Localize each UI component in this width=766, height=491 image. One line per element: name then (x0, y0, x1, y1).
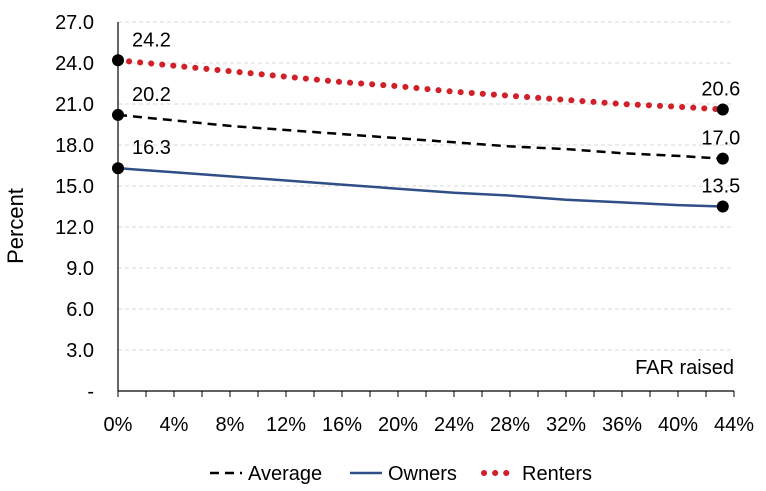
x-tick-label: 24% (434, 414, 474, 436)
series-line-owners (117, 166, 723, 208)
series-line-average (117, 113, 723, 160)
y-axis-title: Percent (3, 188, 28, 264)
x-tick-label: 36% (602, 414, 642, 436)
legend: Average Owners Renters (210, 463, 592, 485)
x-tick-label: 8% (216, 414, 245, 436)
y-tick-label: 6.0 (66, 299, 94, 321)
data-point-owners (716, 200, 729, 213)
x-tick-label: 4% (160, 414, 189, 436)
legend-label-owners: Owners (388, 463, 457, 485)
y-tick-label: 21.0 (55, 94, 94, 116)
data-point-renters (716, 103, 729, 116)
data-point-owners (112, 162, 124, 175)
data-labels: 20.2 17.0 16.3 13.5 24.2 20.6 (132, 29, 740, 197)
series-line-renters (115, 57, 726, 113)
x-tick-label: 16% (322, 414, 362, 436)
x-tick-label: 0% (104, 414, 133, 436)
x-tick-label: 20% (378, 414, 418, 436)
x-tick-label: 40% (658, 414, 698, 436)
tick-labels: - 3.0 6.0 9.0 12.0 15.0 18.0 21.0 24.0 27.0 0% 4% 8%… (55, 12, 754, 436)
legend-label-average: Average (248, 463, 322, 485)
x-tick-label: 44% (714, 414, 754, 436)
data-point-average (716, 152, 729, 165)
y-tick-label: 24.0 (55, 53, 94, 75)
y-tick-label: 12.0 (55, 217, 94, 239)
y-tick-label: 3.0 (66, 340, 94, 362)
x-tick-label: 32% (546, 414, 586, 436)
series-lines (115, 57, 726, 208)
y-tick-label: 15.0 (55, 176, 94, 198)
y-tick-label: 18.0 (55, 135, 94, 157)
y-tick-label: - (87, 381, 94, 403)
data-label-owners: 13.5 (701, 176, 740, 198)
x-tick-label: 28% (490, 414, 530, 436)
x-tick-label: 12% (266, 414, 306, 436)
endpoint-markers (112, 54, 729, 213)
data-label-average: 20.2 (132, 84, 171, 106)
far-raised-annotation: FAR raised (635, 357, 734, 379)
y-tick-label: 27.0 (55, 12, 94, 34)
legend-label-renters: Renters (522, 463, 592, 485)
axes (117, 22, 735, 397)
y-tick-label: 9.0 (66, 258, 94, 280)
data-point-average (112, 108, 124, 121)
data-point-renters (112, 54, 124, 67)
data-label-owners: 16.3 (132, 137, 171, 159)
data-label-renters: 20.6 (701, 78, 740, 100)
data-label-average: 17.0 (701, 128, 740, 150)
gridlines (118, 21, 734, 351)
data-label-renters: 24.2 (132, 29, 171, 51)
